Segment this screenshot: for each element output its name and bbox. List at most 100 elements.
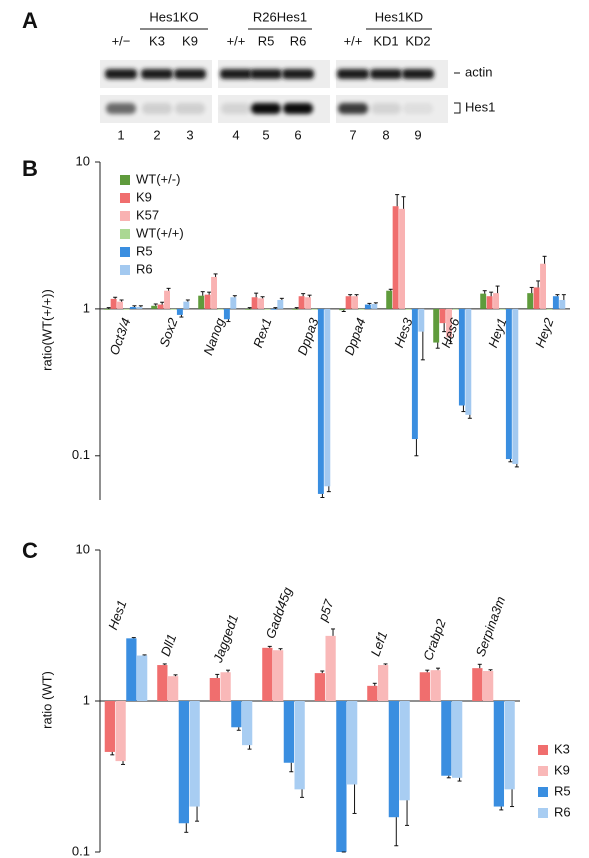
bar [104, 309, 110, 310]
x-tick-label: Lef1 [368, 629, 391, 658]
blot-band [370, 69, 402, 79]
lane-genotype: +/+ [227, 33, 246, 48]
bar [452, 701, 462, 778]
bar [295, 701, 305, 789]
legend-label: K3 [554, 741, 570, 756]
bar [512, 309, 518, 464]
bar [465, 309, 471, 415]
y-tick-label: 1 [83, 300, 90, 315]
x-tick-label: Hes1 [105, 598, 129, 632]
bar [117, 302, 123, 309]
blot-band [220, 69, 252, 79]
bar [325, 636, 335, 701]
bar [347, 701, 357, 784]
bar [386, 291, 392, 309]
bar [336, 701, 346, 852]
bar [136, 307, 142, 309]
bar [359, 309, 365, 310]
bar [433, 309, 439, 343]
bar [493, 293, 499, 309]
lane-number: 5 [262, 127, 269, 142]
lane-genotype: +/− [112, 33, 131, 48]
legend-swatch [538, 766, 548, 776]
bar [547, 309, 553, 310]
legend-label: K9 [136, 189, 152, 204]
blot-band [141, 69, 173, 79]
x-tick-label: Dppa3 [294, 315, 321, 357]
x-tick-label: Hey1 [485, 316, 509, 350]
legend-swatch [120, 175, 130, 185]
bar [318, 309, 324, 494]
bar [218, 309, 224, 310]
legend-label: R6 [136, 261, 153, 276]
legend-label: R5 [136, 243, 153, 258]
panel-label: B [22, 156, 38, 181]
bar [224, 309, 230, 319]
lane-number: 7 [349, 127, 356, 142]
bar [171, 309, 177, 310]
panel-label: C [22, 538, 38, 563]
lane-number: 3 [186, 127, 193, 142]
x-tick-label: Serpina3m [473, 594, 509, 658]
legend-swatch [120, 265, 130, 275]
bar [124, 309, 130, 310]
bar [441, 701, 451, 776]
bar [271, 309, 277, 310]
y-axis-label: ratio (WT) [39, 671, 54, 729]
bar [389, 701, 399, 817]
legend-swatch [538, 808, 548, 818]
bar [115, 701, 125, 761]
bar [198, 296, 204, 309]
lane-genotype: K9 [182, 33, 198, 48]
legend-swatch [120, 211, 130, 221]
x-tick-label: Hey2 [532, 315, 557, 349]
bar [284, 701, 294, 763]
legend-label: R6 [554, 804, 571, 819]
figure: A+/−1K32K93+/+4R55R66+/+7KD18KD29Hes1KOR… [0, 0, 589, 858]
page: A+/−1K32K93+/+4R55R66+/+7KD18KD29Hes1KOR… [0, 0, 589, 858]
bar [527, 293, 533, 309]
group-label: Hes1KO [149, 9, 198, 24]
bar [277, 300, 283, 309]
lane-number: 6 [294, 127, 301, 142]
x-tick-label: Dppa4 [341, 316, 368, 357]
bar [506, 309, 512, 459]
group-label: Hes1KD [375, 9, 423, 24]
bar [339, 309, 345, 310]
blot-band [250, 69, 282, 79]
bar [365, 305, 371, 309]
y-tick-label: 0.1 [72, 447, 90, 462]
y-tick-label: 10 [76, 541, 90, 556]
legend-label: K9 [554, 762, 570, 777]
x-tick-label: Jagged1 [210, 612, 242, 665]
y-tick-label: 0.1 [72, 843, 90, 858]
bar [440, 309, 446, 323]
blot-band [371, 103, 401, 114]
x-tick-label: Dll1 [158, 632, 180, 658]
blot-band [175, 103, 205, 114]
bar [352, 296, 358, 309]
bar [505, 701, 515, 789]
y-axis-label: ratio(WT(+/+)) [39, 289, 54, 371]
bar [231, 701, 241, 727]
blot-band [174, 69, 206, 79]
bar [453, 309, 459, 310]
legend-label: R5 [554, 783, 571, 798]
lane-genotype: +/+ [344, 33, 363, 48]
x-tick-label: Gadd45g [263, 584, 296, 640]
bar [399, 209, 405, 309]
bar [430, 670, 440, 701]
bar [164, 291, 170, 309]
bar [190, 701, 200, 807]
x-tick-label: p57 [315, 597, 337, 624]
bar [210, 678, 220, 701]
bar [346, 296, 352, 309]
bar [220, 672, 230, 701]
x-tick-label: Oct3/4 [106, 316, 133, 357]
row-bracket [454, 103, 460, 113]
bar [540, 264, 546, 309]
bar [262, 648, 272, 701]
bar [553, 296, 559, 309]
bar [177, 309, 183, 315]
bar [252, 297, 258, 309]
